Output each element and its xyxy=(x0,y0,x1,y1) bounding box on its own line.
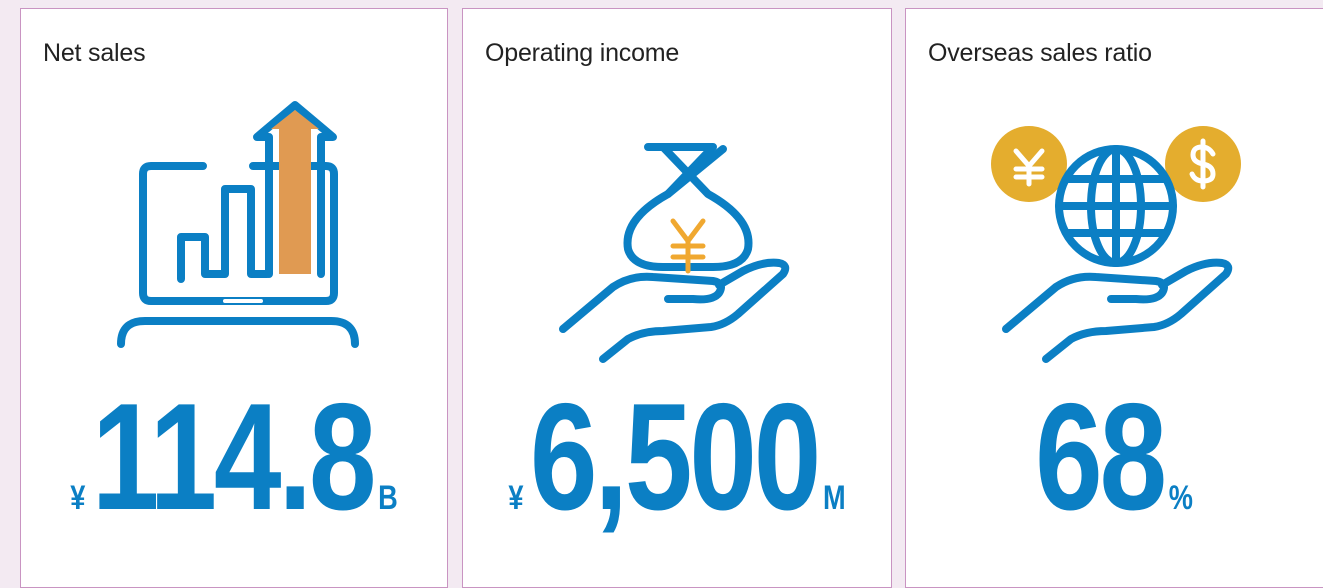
income-icon xyxy=(559,143,790,363)
value: 114.8 xyxy=(91,372,377,542)
suffix: M xyxy=(822,479,846,517)
value-row: ¥ 114.8 B xyxy=(64,381,405,533)
value-row: 68 % xyxy=(948,381,1281,533)
card: Net sales ¥ 114.8 B xyxy=(20,8,448,588)
page: Net sales ¥ 114.8 B Operating income ¥ 6… xyxy=(20,8,1323,588)
value: 6,500 xyxy=(529,372,822,542)
suffix: B xyxy=(378,479,398,517)
sales-icon xyxy=(117,101,359,348)
card-title: Operating income xyxy=(485,39,680,67)
prefix: ¥ xyxy=(70,479,86,517)
value: 68 xyxy=(1035,372,1167,542)
value-row: ¥ 6,500 M xyxy=(506,381,848,533)
prefix: ¥ xyxy=(508,479,524,517)
suffix: % xyxy=(1168,479,1193,517)
card: Operating income ¥ 6,500 M xyxy=(462,8,892,588)
overseas-icon xyxy=(991,126,1241,363)
card-title: Overseas sales ratio xyxy=(928,39,1152,67)
card: Overseas sales ratio 68 % xyxy=(905,8,1323,588)
card-title: Net sales xyxy=(43,39,146,67)
